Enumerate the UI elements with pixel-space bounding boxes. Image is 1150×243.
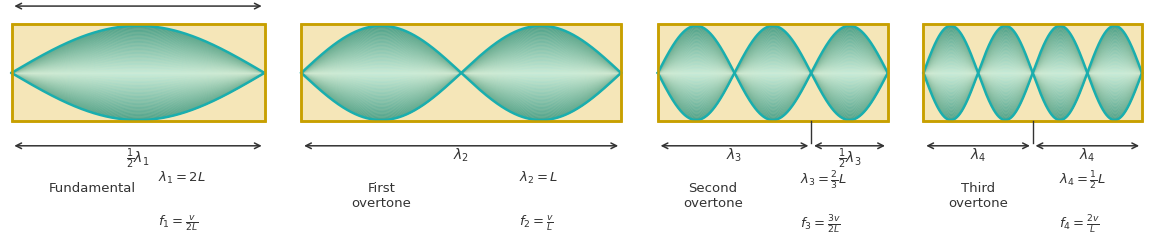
Text: $\lambda_4 = \frac{1}{2}L$: $\lambda_4 = \frac{1}{2}L$: [1059, 170, 1106, 192]
Text: $\lambda_2$: $\lambda_2$: [453, 147, 469, 165]
Text: $f_1 = \frac{v}{2L}$: $f_1 = \frac{v}{2L}$: [159, 214, 199, 233]
Text: $\lambda_3$: $\lambda_3$: [727, 147, 743, 165]
Bar: [301, 24, 621, 122]
Text: Third
overtone: Third overtone: [948, 182, 1009, 210]
Text: $f_4 = \frac{2v}{L}$: $f_4 = \frac{2v}{L}$: [1059, 214, 1099, 236]
Bar: [658, 24, 888, 122]
Bar: [12, 24, 264, 122]
Text: $\lambda_2 = L$: $\lambda_2 = L$: [519, 170, 558, 186]
Text: Second
overtone: Second overtone: [683, 182, 743, 210]
Bar: [923, 24, 1142, 122]
Text: $\lambda_4$: $\lambda_4$: [1079, 147, 1096, 165]
Bar: [923, 24, 1142, 122]
Text: $\frac{1}{2}\lambda_1$: $\frac{1}{2}\lambda_1$: [126, 147, 150, 171]
Bar: [658, 24, 888, 122]
Text: $\lambda_3 = \frac{2}{3}L$: $\lambda_3 = \frac{2}{3}L$: [800, 170, 848, 192]
Bar: [301, 24, 621, 122]
Text: $f_2 = \frac{v}{L}$: $f_2 = \frac{v}{L}$: [519, 214, 553, 233]
Text: First
overtone: First overtone: [351, 182, 412, 210]
Text: $\lambda_4$: $\lambda_4$: [969, 147, 987, 165]
Text: Fundamental: Fundamental: [49, 182, 136, 195]
Text: $f_3 = \frac{3v}{2L}$: $f_3 = \frac{3v}{2L}$: [800, 214, 841, 236]
Text: $\lambda_1 = 2L$: $\lambda_1 = 2L$: [159, 170, 206, 186]
Text: $\frac{1}{2}\lambda_3$: $\frac{1}{2}\lambda_3$: [837, 147, 861, 171]
Bar: [12, 24, 264, 122]
